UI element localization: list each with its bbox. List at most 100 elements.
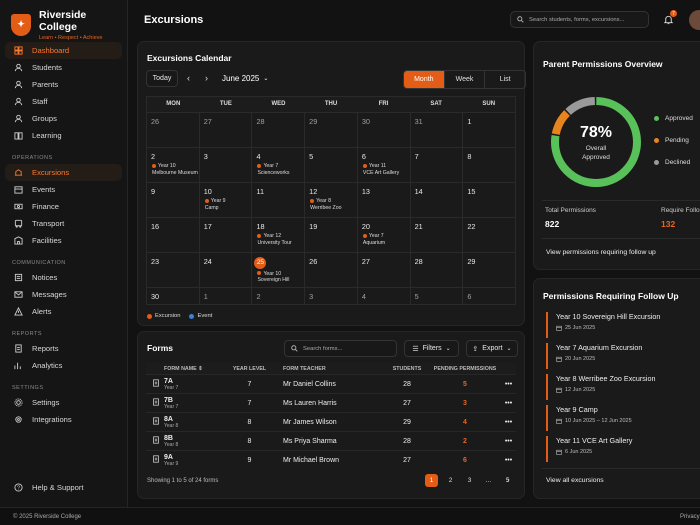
- calendar-day-cell[interactable]: 3: [198, 148, 252, 182]
- form-name[interactable]: 7A: [164, 377, 173, 385]
- calendar-day-cell[interactable]: 29: [304, 113, 357, 147]
- calendar-day-cell[interactable]: 26: [304, 253, 357, 287]
- help-support-link[interactable]: ? Help & Support: [5, 479, 123, 496]
- calendar-day-cell[interactable]: 13: [356, 183, 410, 217]
- excursion-event[interactable]: Year 7 Scienceworks: [256, 163, 304, 176]
- sidebar-item-learning[interactable]: Learning: [5, 127, 122, 144]
- calendar-day-cell[interactable]: 19: [304, 218, 357, 252]
- calendar-day-cell[interactable]: 4: [356, 288, 410, 304]
- calendar-day-cell[interactable]: 8: [462, 148, 515, 182]
- view-all-excursions-link[interactable]: View all excursions: [546, 477, 604, 484]
- sidebar-item-events[interactable]: Events: [5, 181, 122, 198]
- excursion-event[interactable]: Year 11 VCE Art Gallery: [362, 163, 410, 176]
- view-follow-up-link[interactable]: View permissions requiring follow up: [546, 249, 656, 256]
- page-button[interactable]: 3: [467, 477, 472, 484]
- sidebar-item-finance[interactable]: Finance: [5, 198, 122, 215]
- excursion-event[interactable]: Year 9 Camp: [204, 198, 252, 211]
- sidebar-item-staff[interactable]: Staff: [5, 93, 122, 110]
- excursion-event[interactable]: Year 8 Werribee Zoo: [309, 198, 357, 211]
- calendar-day-cell[interactable]: 7: [409, 148, 463, 182]
- calendar-day-cell[interactable]: 6: [462, 288, 515, 304]
- form-name[interactable]: 8B: [164, 434, 173, 442]
- calendar-day-cell[interactable]: 20 Year 7 Aquarium: [356, 218, 410, 252]
- excursion-event[interactable]: Year 12 University Tour: [256, 233, 304, 246]
- calendar-day-cell[interactable]: 31: [409, 113, 463, 147]
- calendar-day-cell[interactable]: 17: [198, 218, 252, 252]
- calendar-day-cell[interactable]: 30: [147, 288, 199, 304]
- calendar-day-cell[interactable]: 5: [304, 148, 357, 182]
- sidebar-item-notices[interactable]: Notices: [5, 269, 122, 286]
- sidebar-item-reports[interactable]: Reports: [5, 340, 122, 357]
- calendar-day-cell[interactable]: 22: [462, 218, 515, 252]
- sidebar-item-dashboard[interactable]: Dashboard: [5, 42, 122, 59]
- more-options-icon[interactable]: •••: [504, 456, 513, 464]
- sidebar-item-students[interactable]: Students: [5, 59, 122, 76]
- col-form-name[interactable]: FORM NAME ⇕: [164, 365, 203, 372]
- calendar-day-cell[interactable]: 24: [198, 253, 252, 287]
- page-button[interactable]: 5: [505, 477, 510, 484]
- more-options-icon[interactable]: •••: [504, 380, 513, 388]
- sidebar-item-settings[interactable]: Settings: [5, 394, 122, 411]
- prev-month-button[interactable]: ‹: [187, 73, 190, 83]
- view-week-button[interactable]: Week: [443, 71, 485, 88]
- calendar-day-cell[interactable]: 2: [251, 288, 304, 304]
- calendar-day-cell[interactable]: 18 Year 12 University Tour: [251, 218, 304, 252]
- export-button[interactable]: ⇪ Export ⌄: [466, 340, 518, 357]
- follow-up-item[interactable]: Year 7 Aquarium Excursion 20 Jun 2025: [546, 343, 700, 369]
- filters-button[interactable]: ☰ Filters ⌄: [404, 340, 459, 357]
- calendar-day-cell[interactable]: 23: [147, 253, 199, 287]
- more-options-icon[interactable]: •••: [504, 418, 513, 426]
- calendar-day-cell[interactable]: 2 Year 10 Melbourne Museum: [147, 148, 199, 182]
- table-row[interactable]: 8B Year 8 8 Ms Priya Sharma 28 2 •••: [146, 431, 516, 450]
- calendar-day-cell[interactable]: 4 Year 7 Scienceworks: [251, 148, 304, 182]
- calendar-day-cell[interactable]: 29: [462, 253, 515, 287]
- view-month-button[interactable]: Month: [404, 71, 444, 88]
- sidebar-item-excursions[interactable]: Excursions: [5, 164, 122, 181]
- follow-up-item[interactable]: Year 8 Werribee Zoo Excursion 12 Jun 2025: [546, 374, 700, 400]
- form-name[interactable]: 9A: [164, 453, 173, 461]
- calendar-day-cell[interactable]: 26: [147, 113, 199, 147]
- calendar-day-cell[interactable]: 21: [409, 218, 463, 252]
- excursion-event[interactable]: Year 10 Sovereign Hill: [256, 271, 304, 284]
- view-list-button[interactable]: List: [484, 71, 525, 88]
- today-button[interactable]: Today: [146, 70, 178, 87]
- sidebar-item-alerts[interactable]: Alerts: [5, 303, 122, 320]
- more-options-icon[interactable]: •••: [504, 399, 513, 407]
- bell-icon[interactable]: [663, 14, 674, 25]
- table-row[interactable]: 9A Year 9 9 Mr Michael Brown 27 6 •••: [146, 450, 516, 469]
- sidebar-item-groups[interactable]: Groups: [5, 110, 122, 127]
- form-name[interactable]: 8A: [164, 415, 173, 423]
- next-month-button[interactable]: ›: [205, 73, 208, 83]
- calendar-day-cell[interactable]: 6 Year 11 VCE Art Gallery: [356, 148, 410, 182]
- user-avatar[interactable]: [689, 10, 700, 30]
- excursion-event[interactable]: Year 7 Aquarium: [362, 233, 410, 246]
- sidebar-item-messages[interactable]: Messages: [5, 286, 122, 303]
- excursion-event[interactable]: Year 10 Melbourne Museum: [151, 163, 199, 176]
- calendar-day-cell[interactable]: 9: [147, 183, 199, 217]
- month-selector[interactable]: June 2025 ⌄: [222, 74, 268, 83]
- global-search-input[interactable]: Search students, forms, excursions...: [510, 11, 649, 28]
- calendar-day-cell[interactable]: 16: [147, 218, 199, 252]
- page-button[interactable]: 2: [448, 477, 453, 484]
- page-button[interactable]: 1: [425, 474, 438, 487]
- more-options-icon[interactable]: •••: [504, 437, 513, 445]
- calendar-day-cell[interactable]: 27: [198, 113, 252, 147]
- sidebar-item-parents[interactable]: Parents: [5, 76, 122, 93]
- sidebar-item-transport[interactable]: Transport: [5, 215, 122, 232]
- calendar-day-cell[interactable]: 10 Year 9 Camp: [198, 183, 252, 217]
- calendar-day-cell[interactable]: 28: [409, 253, 463, 287]
- sidebar-item-integrations[interactable]: Integrations: [5, 411, 122, 428]
- calendar-day-cell[interactable]: 15: [462, 183, 515, 217]
- calendar-day-cell[interactable]: 5: [409, 288, 463, 304]
- calendar-day-cell[interactable]: 27: [356, 253, 410, 287]
- calendar-day-cell[interactable]: 30: [356, 113, 410, 147]
- calendar-day-cell[interactable]: 14: [409, 183, 463, 217]
- calendar-day-cell[interactable]: 1: [198, 288, 252, 304]
- form-name[interactable]: 7B: [164, 396, 173, 404]
- follow-up-item[interactable]: Year 10 Sovereign Hill Excursion 25 Jun 2…: [546, 312, 700, 338]
- table-row[interactable]: 8A Year 8 8 Mr James Wilson 29 4 •••: [146, 412, 516, 431]
- calendar-day-cell[interactable]: 1: [462, 113, 515, 147]
- follow-up-item[interactable]: Year 11 VCE Art Gallery 6 Jun 2025: [546, 436, 700, 462]
- calendar-day-cell[interactable]: 3: [304, 288, 357, 304]
- calendar-day-cell[interactable]: 25 Year 10 Sovereign Hill: [251, 253, 304, 287]
